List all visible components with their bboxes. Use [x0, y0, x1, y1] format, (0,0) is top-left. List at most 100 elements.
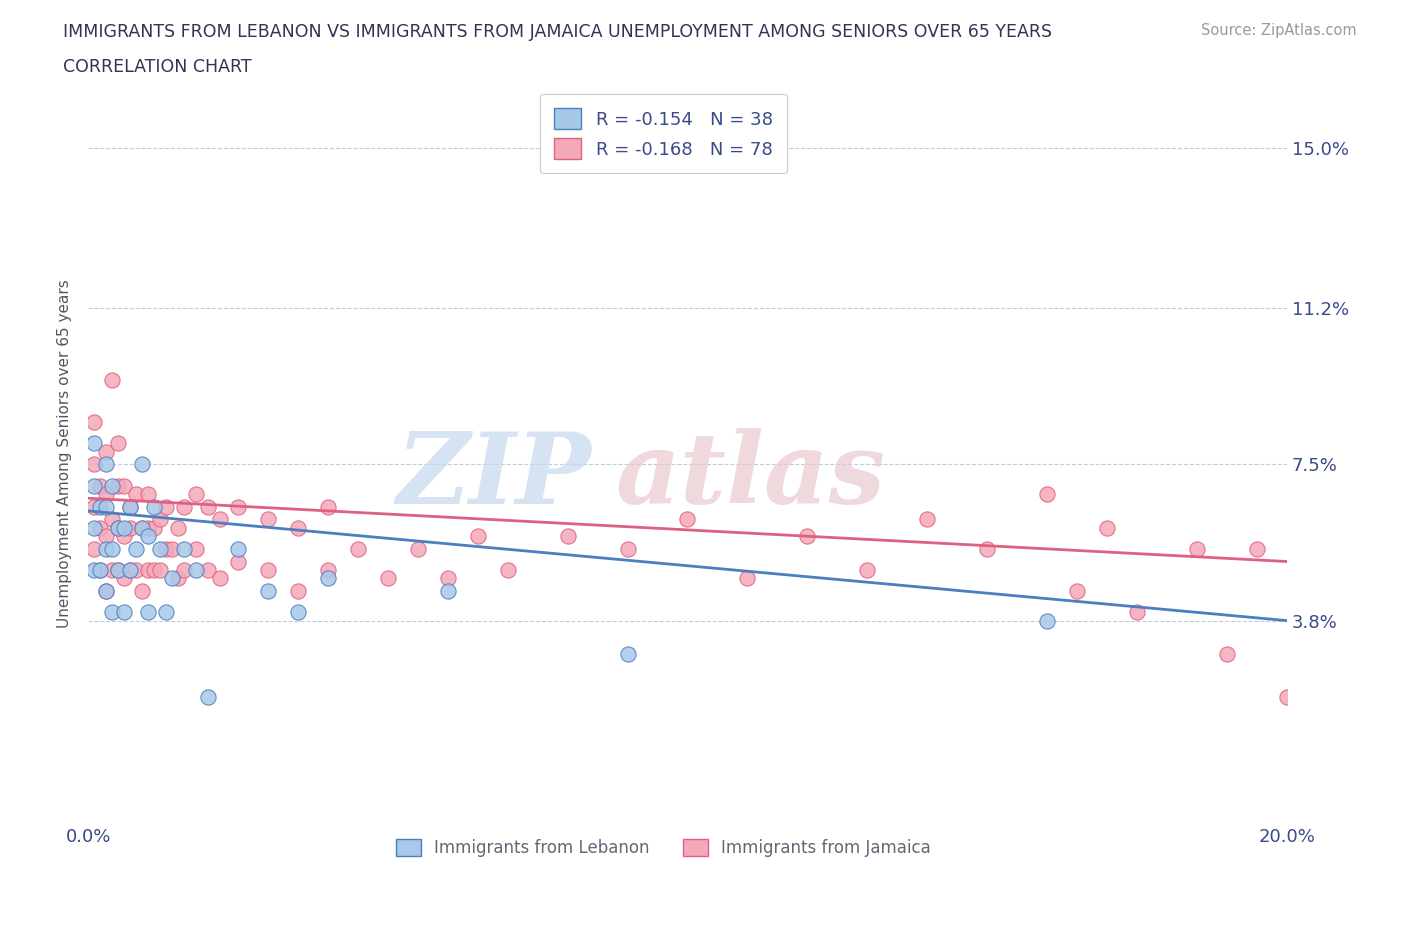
Point	[160, 541, 183, 556]
Point	[89, 499, 111, 514]
Point	[83, 457, 105, 472]
Point	[1185, 541, 1208, 556]
Point	[856, 563, 879, 578]
Point	[173, 563, 195, 578]
Point	[316, 499, 339, 514]
Point	[347, 541, 370, 556]
Point	[120, 563, 142, 578]
Point	[1095, 521, 1118, 536]
Point	[89, 563, 111, 578]
Point	[101, 478, 124, 493]
Point	[94, 499, 117, 514]
Point	[377, 571, 399, 586]
Point	[101, 373, 124, 388]
Point	[83, 563, 105, 578]
Point	[149, 563, 172, 578]
Point	[160, 571, 183, 586]
Point	[226, 541, 249, 556]
Point	[83, 478, 105, 493]
Text: Source: ZipAtlas.com: Source: ZipAtlas.com	[1201, 23, 1357, 38]
Point	[101, 604, 124, 619]
Point	[107, 478, 129, 493]
Point	[120, 563, 142, 578]
Point	[112, 529, 135, 544]
Point	[131, 457, 153, 472]
Point	[131, 521, 153, 536]
Point	[112, 478, 135, 493]
Point	[83, 521, 105, 536]
Point	[112, 521, 135, 536]
Point	[173, 499, 195, 514]
Point	[616, 647, 638, 662]
Point	[1275, 689, 1298, 704]
Point	[467, 529, 489, 544]
Point	[496, 563, 519, 578]
Point	[208, 512, 231, 526]
Point	[120, 499, 142, 514]
Point	[208, 571, 231, 586]
Point	[1126, 604, 1149, 619]
Point	[94, 486, 117, 501]
Point	[125, 541, 148, 556]
Point	[1066, 584, 1088, 599]
Point	[184, 563, 207, 578]
Point	[89, 478, 111, 493]
Point	[107, 521, 129, 536]
Point	[107, 563, 129, 578]
Point	[131, 584, 153, 599]
Point	[149, 512, 172, 526]
Point	[125, 563, 148, 578]
Point	[94, 529, 117, 544]
Point	[94, 445, 117, 459]
Point	[1036, 613, 1059, 628]
Point	[136, 486, 159, 501]
Point	[676, 512, 699, 526]
Point	[89, 521, 111, 536]
Point	[143, 499, 166, 514]
Point	[406, 541, 429, 556]
Point	[287, 521, 309, 536]
Point	[125, 486, 148, 501]
Point	[101, 541, 124, 556]
Point	[287, 604, 309, 619]
Point	[197, 563, 219, 578]
Point	[167, 521, 190, 536]
Point	[101, 563, 124, 578]
Text: atlas: atlas	[616, 428, 886, 525]
Point	[915, 512, 938, 526]
Y-axis label: Unemployment Among Seniors over 65 years: Unemployment Among Seniors over 65 years	[58, 280, 72, 629]
Point	[94, 584, 117, 599]
Point	[436, 571, 458, 586]
Point	[197, 499, 219, 514]
Point	[226, 554, 249, 569]
Point	[83, 541, 105, 556]
Point	[94, 457, 117, 472]
Point	[155, 604, 177, 619]
Point	[197, 689, 219, 704]
Text: ZIP: ZIP	[396, 428, 592, 525]
Point	[112, 604, 135, 619]
Point	[149, 541, 172, 556]
Point	[184, 541, 207, 556]
Point	[287, 584, 309, 599]
Point	[155, 541, 177, 556]
Point	[796, 529, 818, 544]
Point	[316, 571, 339, 586]
Point	[226, 499, 249, 514]
Point	[616, 541, 638, 556]
Text: IMMIGRANTS FROM LEBANON VS IMMIGRANTS FROM JAMAICA UNEMPLOYMENT AMONG SENIORS OV: IMMIGRANTS FROM LEBANON VS IMMIGRANTS FR…	[63, 23, 1052, 41]
Point	[83, 415, 105, 430]
Point	[143, 521, 166, 536]
Point	[136, 529, 159, 544]
Point	[120, 499, 142, 514]
Point	[136, 604, 159, 619]
Point	[107, 563, 129, 578]
Point	[112, 571, 135, 586]
Point	[155, 499, 177, 514]
Point	[120, 521, 142, 536]
Point	[101, 512, 124, 526]
Text: CORRELATION CHART: CORRELATION CHART	[63, 58, 252, 75]
Point	[131, 521, 153, 536]
Point	[136, 521, 159, 536]
Point	[316, 563, 339, 578]
